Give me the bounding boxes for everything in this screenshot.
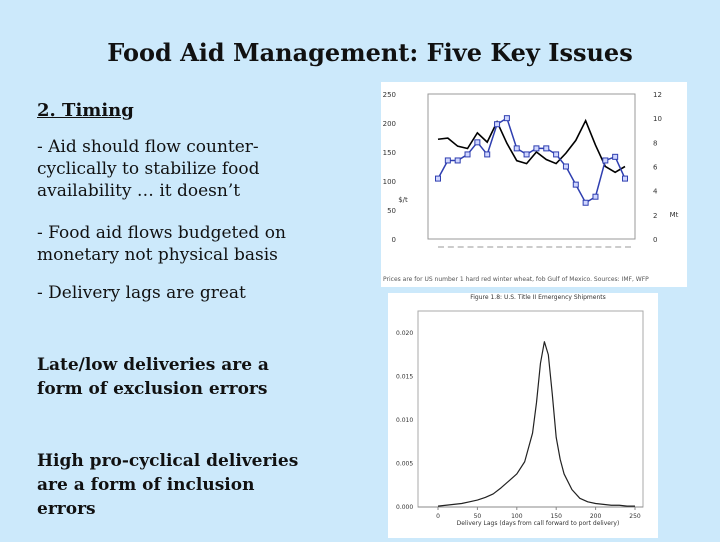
food-aid-point [444, 157, 451, 164]
x-tick-label: 250 [629, 513, 641, 520]
section-heading: 2. Timing [37, 100, 134, 121]
food-aid-point [494, 121, 501, 128]
delivery-lag-chart: Figure 1.8: U.S. Title II Emergency Ship… [388, 293, 658, 538]
right-tick-label: 6 [653, 164, 658, 172]
right-tick-label: 2 [653, 212, 657, 220]
food-aid-point [484, 151, 491, 158]
chart-title: Figure 1.8: U.S. Title II Emergency Ship… [470, 294, 605, 301]
price-aid-chart: 250 200 150 100 50 0 12 10 8 6 4 2 0 $/t Mt Prices are … [381, 82, 687, 287]
series-line-prices [437, 118, 626, 174]
bullet-monetary-basis: - Food aid flows budgeted on monetary no… [37, 223, 286, 265]
food-aid-point [572, 181, 579, 188]
food-aid-point [592, 193, 599, 200]
left-axis-label: $/t [398, 196, 408, 204]
food-aid-point [612, 153, 619, 160]
x-tick-label: 100 [511, 513, 523, 520]
left-tick-label: 150 [383, 149, 396, 157]
x-axis-label: Delivery Lags (days from call forward to… [457, 520, 620, 527]
statement-exclusion: Late/low deliveries are a form of exclus… [37, 355, 269, 399]
slide-title: Food Aid Management: Five Key Issues [107, 38, 633, 67]
bullet-counter-cyclical: - Aid should flow counter-cyclically to … [37, 137, 260, 201]
right-tick-label: 0 [653, 236, 657, 244]
food-aid-point [464, 151, 471, 158]
left-tick-label: 100 [383, 178, 396, 186]
food-aid-point [523, 151, 530, 158]
y-tick-label: 0.020 [396, 330, 413, 337]
right-tick-label: 8 [653, 139, 657, 147]
food-aid-point [562, 163, 569, 170]
right-tick-label: 10 [653, 115, 662, 123]
food-aid-point [435, 175, 441, 182]
x-tick-label: 50 [474, 513, 482, 520]
food-aid-point [533, 145, 540, 152]
series-line-food-aid [437, 117, 626, 204]
left-tick-label: 50 [387, 207, 396, 215]
food-aid-point [553, 151, 560, 158]
food-aid-point [503, 115, 510, 122]
y-tick-label: 0.010 [396, 417, 413, 424]
x-tick-label: 0 [436, 513, 440, 520]
y-tick-label: 0.015 [396, 374, 413, 381]
left-tick-label: 0 [392, 236, 396, 244]
left-tick-label: 200 [383, 120, 396, 128]
plot-frame [417, 310, 644, 508]
statement-inclusion: High pro-cyclical deliveries are a form … [37, 451, 299, 519]
food-aid-point [602, 157, 609, 164]
right-tick-label: 12 [653, 91, 662, 99]
bullet-delivery-lags: - Delivery lags are great [37, 283, 246, 303]
chart-caption: Prices are for US number 1 hard red wint… [383, 276, 649, 283]
food-aid-point [582, 199, 589, 206]
food-aid-point [454, 157, 461, 164]
delivery-lag-chart-svg: Figure 1.8: U.S. Title II Emergency Ship… [396, 294, 644, 527]
food-aid-point [543, 145, 550, 152]
price-aid-chart-svg: 250 200 150 100 50 0 12 10 8 6 4 2 0 $/t Mt Prices are … [383, 91, 679, 283]
food-aid-point [622, 175, 628, 182]
x-tick-label: 150 [550, 513, 562, 520]
plot-frame [427, 93, 636, 240]
right-axis-label: Mt [670, 211, 679, 219]
left-tick-label: 250 [383, 91, 396, 99]
y-tick-label: 0.005 [396, 461, 413, 468]
x-tick-label: 200 [590, 513, 602, 520]
food-aid-point [513, 145, 520, 152]
food-aid-point [474, 139, 481, 146]
density-line [437, 341, 635, 507]
right-tick-label: 4 [653, 188, 658, 196]
y-tick-label: 0.000 [396, 504, 413, 511]
